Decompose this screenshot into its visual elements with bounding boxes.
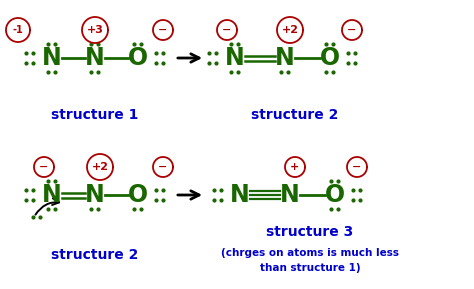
Text: +2: +2 — [91, 162, 109, 172]
Text: −: − — [352, 162, 362, 172]
Text: -1: -1 — [13, 25, 23, 35]
Text: +3: +3 — [87, 25, 103, 35]
Text: structure 3: structure 3 — [266, 225, 354, 239]
Text: −: − — [347, 25, 357, 35]
Text: N: N — [85, 183, 105, 207]
Text: structure 2: structure 2 — [251, 108, 339, 122]
Text: −: − — [158, 162, 168, 172]
Text: −: − — [39, 162, 49, 172]
Text: N: N — [42, 46, 62, 70]
Text: N: N — [85, 46, 105, 70]
Text: (chrges on atoms is much less: (chrges on atoms is much less — [221, 248, 399, 258]
Text: O: O — [128, 183, 148, 207]
Text: +: + — [291, 162, 300, 172]
Text: N: N — [275, 46, 295, 70]
Text: O: O — [128, 46, 148, 70]
Text: N: N — [42, 183, 62, 207]
Text: N: N — [280, 183, 300, 207]
Text: structure 1: structure 1 — [51, 108, 139, 122]
Text: structure 2: structure 2 — [51, 248, 139, 262]
Text: than structure 1): than structure 1) — [260, 263, 360, 273]
Text: −: − — [222, 25, 232, 35]
Text: O: O — [320, 46, 340, 70]
Text: N: N — [230, 183, 250, 207]
Text: N: N — [225, 46, 245, 70]
Text: O: O — [325, 183, 345, 207]
Text: −: − — [158, 25, 168, 35]
Text: +2: +2 — [282, 25, 299, 35]
